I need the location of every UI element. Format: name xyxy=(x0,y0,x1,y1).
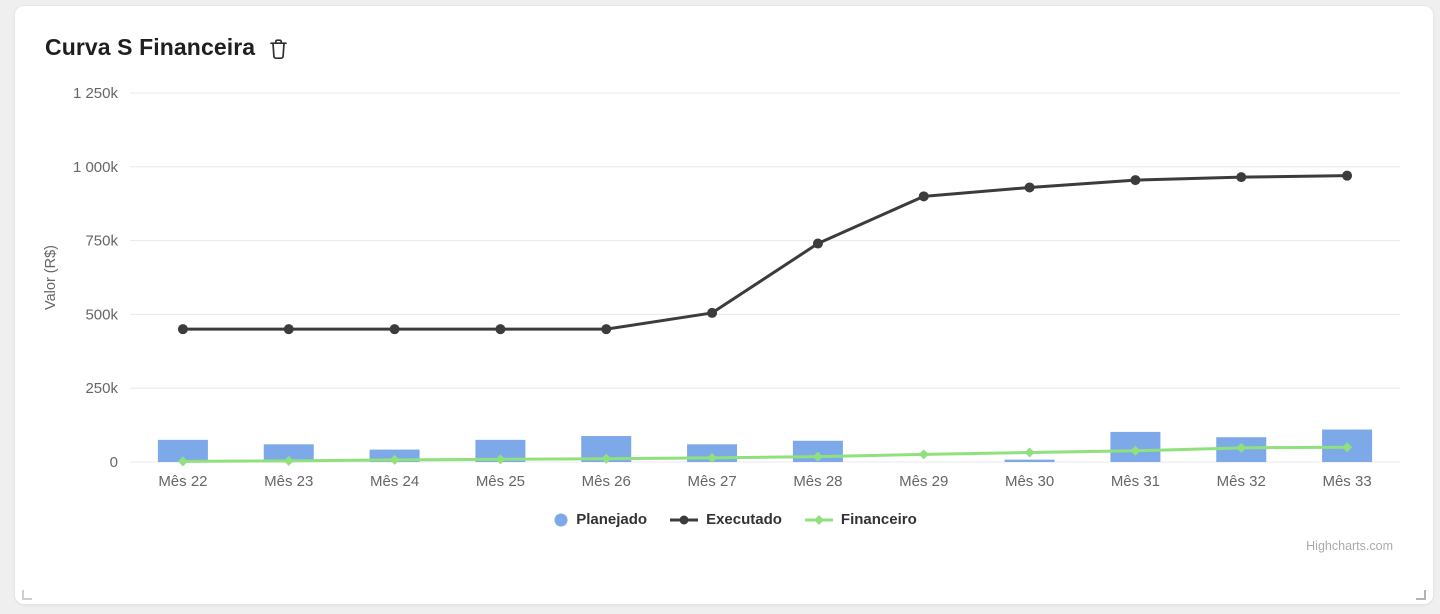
bar-planejado-3[interactable] xyxy=(475,439,526,462)
x-axis-label-5: Mês 27 xyxy=(687,473,736,490)
point-executado-6[interactable] xyxy=(812,238,823,249)
x-axis-label-11: Mês 33 xyxy=(1322,473,1371,490)
highcharts-credit-link[interactable]: Highcharts.com xyxy=(1306,539,1393,553)
point-financeiro-7[interactable] xyxy=(918,449,929,460)
bar-planejado-1[interactable] xyxy=(263,444,314,462)
point-executado-9[interactable] xyxy=(1130,175,1141,186)
legend-label: Planejado xyxy=(576,511,648,528)
point-executado-0[interactable] xyxy=(177,324,188,335)
point-financeiro-9[interactable] xyxy=(1130,445,1141,456)
trash-icon xyxy=(270,38,288,59)
x-axis-label-1: Mês 23 xyxy=(264,473,313,490)
x-axis-label-4: Mês 26 xyxy=(582,473,631,490)
x-axis-label-3: Mês 25 xyxy=(476,473,525,490)
planejado-legend-marker-icon xyxy=(554,513,568,526)
x-axis-label-10: Mês 32 xyxy=(1217,473,1266,490)
point-executado-4[interactable] xyxy=(601,324,612,335)
y-axis-tick-label: 0 xyxy=(110,454,118,471)
x-axis-label-0: Mês 22 xyxy=(158,473,207,490)
point-financeiro-4[interactable] xyxy=(601,453,612,464)
legend-label: Executado xyxy=(706,511,782,528)
y-axis-tick-label: 500k xyxy=(85,306,118,323)
chart-header: Curva S Financeira xyxy=(45,34,288,61)
point-financeiro-8[interactable] xyxy=(1024,447,1035,458)
x-axis-label-6: Mês 28 xyxy=(793,473,842,490)
point-executado-1[interactable] xyxy=(283,324,294,335)
point-executado-5[interactable] xyxy=(707,307,718,318)
executado-legend-marker-icon xyxy=(670,515,699,524)
resize-handle-bottom-left[interactable] xyxy=(22,590,32,600)
legend-item-planejado[interactable]: Planejado xyxy=(553,511,647,528)
point-executado-11[interactable] xyxy=(1342,170,1353,181)
chart-legend: Planejado Executado Financeiro xyxy=(15,511,1440,528)
point-executado-8[interactable] xyxy=(1024,182,1035,193)
point-financeiro-10[interactable] xyxy=(1236,442,1247,453)
line-executado xyxy=(182,174,1348,331)
y-axis-tick-label: 1 000k xyxy=(73,159,119,176)
line-financeiro xyxy=(182,445,1348,463)
point-financeiro-1[interactable] xyxy=(283,455,294,466)
legend-item-executado[interactable]: Executado xyxy=(669,511,782,528)
bar-planejado-0[interactable] xyxy=(157,439,208,462)
point-executado-7[interactable] xyxy=(918,191,929,202)
legend-label: Financeiro xyxy=(840,511,917,528)
x-axis-label-8: Mês 30 xyxy=(1005,473,1054,490)
bar-planejado-8[interactable] xyxy=(1004,459,1055,462)
point-executado-2[interactable] xyxy=(389,324,400,335)
point-financeiro-0[interactable] xyxy=(177,456,188,467)
legend-item-financeiro[interactable]: Financeiro xyxy=(804,511,917,528)
point-executado-3[interactable] xyxy=(495,324,506,335)
y-axis-tick-label: 750k xyxy=(85,233,118,250)
x-axis-label-7: Mês 29 xyxy=(899,473,948,490)
point-executado-10[interactable] xyxy=(1236,172,1247,183)
point-financeiro-2[interactable] xyxy=(389,454,400,465)
x-axis-label-2: Mês 24 xyxy=(370,473,419,490)
y-axis-tick-label: 250k xyxy=(85,380,118,397)
delete-chart-button[interactable] xyxy=(269,38,288,60)
y-axis-tick-label: 1 250k xyxy=(73,85,119,102)
point-financeiro-3[interactable] xyxy=(495,454,506,465)
point-financeiro-5[interactable] xyxy=(707,452,718,463)
point-financeiro-11[interactable] xyxy=(1342,442,1353,453)
resize-handle-bottom-right[interactable] xyxy=(1416,590,1426,600)
chart-widget-card: Curva S Financeira Planejado Executado xyxy=(14,5,1434,605)
x-axis-label-9: Mês 31 xyxy=(1111,473,1160,490)
chart-title: Curva S Financeira xyxy=(45,34,256,60)
point-financeiro-6[interactable] xyxy=(812,451,823,462)
financeiro-legend-marker-icon xyxy=(804,514,833,525)
y-axis-title: Valor (R$) xyxy=(43,245,59,310)
